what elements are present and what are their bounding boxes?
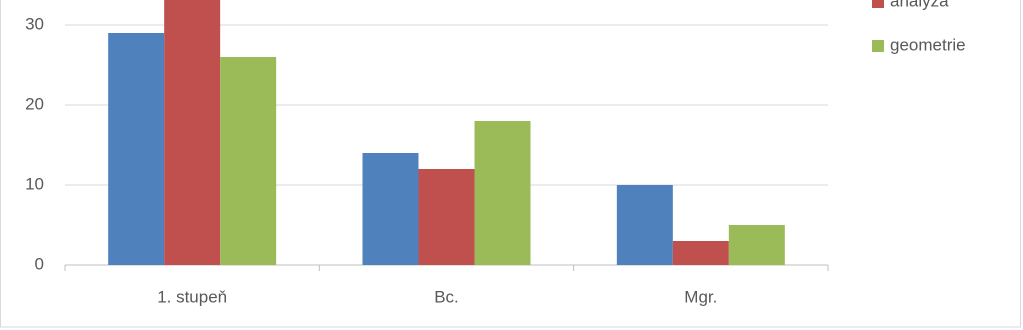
bar <box>474 121 531 265</box>
bar <box>616 185 673 265</box>
y-tick-label: 0 <box>35 254 44 273</box>
x-tick-label: Bc. <box>434 287 459 306</box>
x-tick-label: 1. stupeň <box>157 287 227 306</box>
y-tick-label: 30 <box>25 14 44 33</box>
bar <box>728 225 785 265</box>
legend-swatch <box>872 0 884 8</box>
legend-label: geometrie <box>890 35 966 54</box>
bar <box>164 0 221 265</box>
bar <box>362 153 419 265</box>
bar <box>672 241 729 265</box>
y-tick-label: 20 <box>25 94 44 113</box>
bar <box>418 169 475 265</box>
bar <box>220 57 277 265</box>
legend-label: analýza <box>890 0 949 10</box>
y-tick-label: 10 <box>25 174 44 193</box>
legend-swatch <box>872 40 884 52</box>
bar <box>108 33 165 265</box>
x-tick-label: Mgr. <box>684 287 717 306</box>
